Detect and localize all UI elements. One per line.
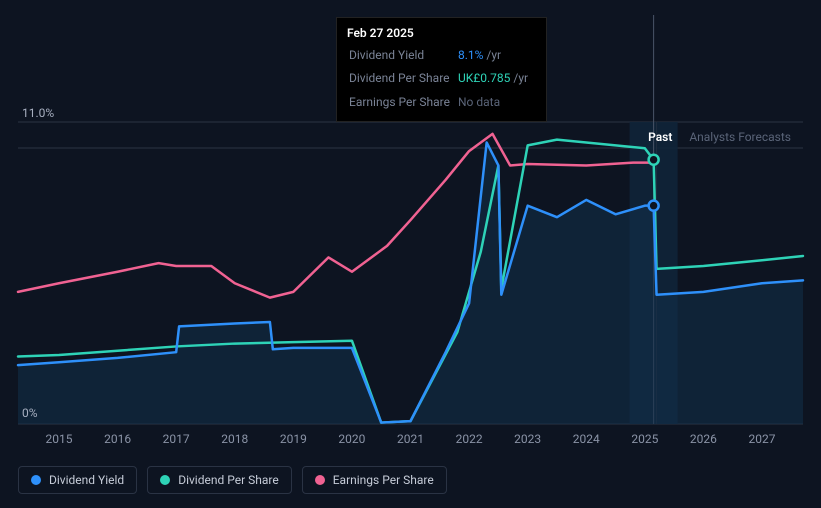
legend-dot-icon [31,475,41,485]
legend-label: Earnings Per Share [333,473,434,487]
chart-tabs: Past Analysts Forecasts [634,130,791,144]
x-tick: 2023 [514,432,541,446]
legend-item[interactable]: Dividend Per Share [147,466,292,494]
y-axis-top-label: 11.0% [22,106,54,120]
x-tick: 2017 [163,432,190,446]
x-tick: 2024 [573,432,600,446]
chart-legend: Dividend Yield Dividend Per Share Earnings… [18,466,447,494]
tooltip-row-value: UK£0.785 /yr [458,68,534,89]
tooltip-row-label: Earnings Per Share [349,92,456,113]
legend-item[interactable]: Earnings Per Share [302,466,447,494]
x-tick: 2025 [631,432,658,446]
tooltip-date: Feb 27 2025 [347,24,536,43]
y-axis-bottom-label: 0% [22,406,38,420]
x-tick: 2015 [46,432,73,446]
x-tick: 2019 [280,432,307,446]
tooltip-row-label: Dividend Yield [349,45,456,66]
tooltip-rows: Dividend Yield8.1% /yrDividend Per Share… [347,43,536,115]
tooltip-row-label: Dividend Per Share [349,68,456,89]
x-tick: 2027 [748,432,775,446]
legend-dot-icon [315,475,325,485]
tooltip-row-value: No data [458,92,534,113]
x-tick: 2018 [221,432,248,446]
tab-forecast[interactable]: Analysts Forecasts [689,130,791,144]
legend-label: Dividend Per Share [178,473,279,487]
legend-item[interactable]: Dividend Yield [18,466,137,494]
x-tick: 2021 [397,432,424,446]
x-tick: 2026 [690,432,717,446]
legend-dot-icon [160,475,170,485]
x-tick: 2016 [104,432,131,446]
tab-past[interactable]: Past [648,130,672,144]
legend-label: Dividend Yield [49,473,124,487]
chart-tooltip: Feb 27 2025 Dividend Yield8.1% /yrDivide… [336,17,547,122]
x-tick: 2020 [338,432,365,446]
dividend-chart: 11.0% 0% Past Analysts Forecasts 2015 201… [0,0,821,508]
x-tick: 2022 [456,432,483,446]
tooltip-row-value: 8.1% /yr [458,45,534,66]
